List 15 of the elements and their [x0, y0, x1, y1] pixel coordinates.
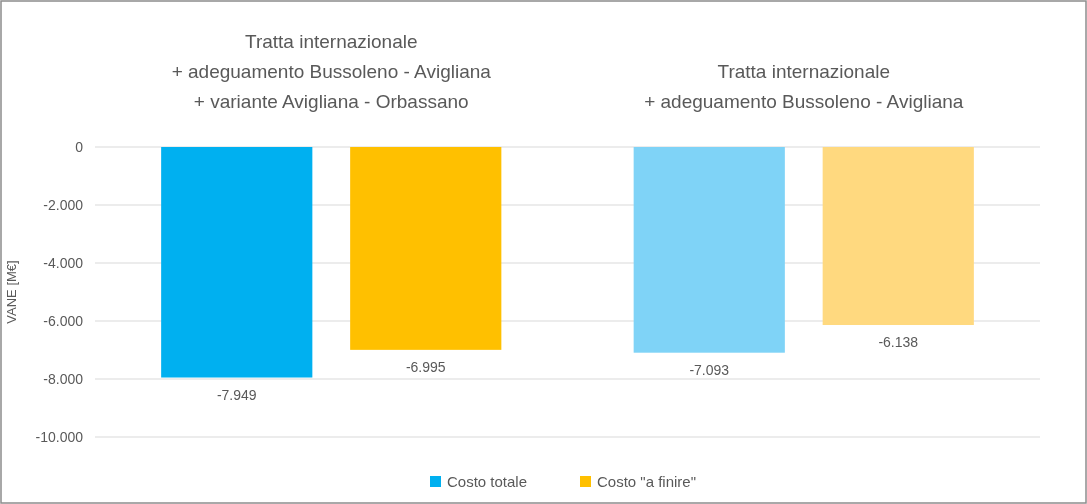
legend-label: Costo totale	[447, 473, 528, 490]
data-label: -7.949	[216, 386, 257, 403]
data-label: -7.093	[689, 361, 730, 378]
data-label: -6.995	[405, 358, 446, 375]
y-tick-label: -4.000	[43, 255, 84, 271]
y-axis-title: VANE [M€]	[4, 260, 19, 324]
legend-label: Costo "a finire"	[597, 473, 697, 490]
y-tick-label: -2.000	[43, 197, 84, 213]
y-tick-label: 0	[75, 139, 84, 155]
x-tick-label: Tratta internazionale + adeguamento Bussoleno - Avigliana	[644, 61, 964, 112]
y-tick-label: -6.000	[43, 313, 84, 329]
x-tick-label: Tratta internazionale + adeguamento Bussoleno - Avigliana + variante Avigliana - Orbassano	[171, 31, 492, 112]
data-label: -6.138	[878, 334, 919, 350]
y-tick-label: -10.000	[35, 429, 84, 445]
y-tick-label: -8.000	[43, 371, 84, 387]
